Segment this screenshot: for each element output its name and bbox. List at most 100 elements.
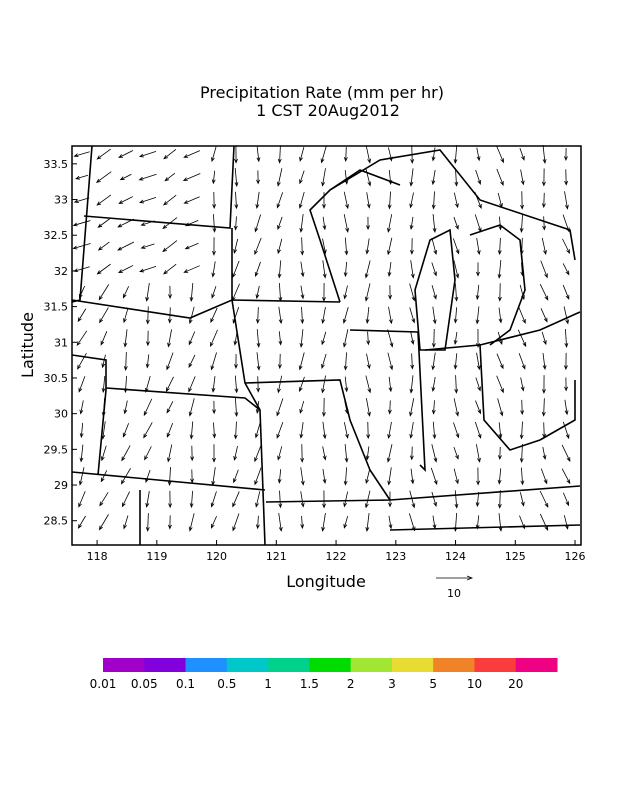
wind-vector: [388, 169, 393, 186]
wind-vector: [79, 444, 84, 463]
lake: [329, 149, 576, 261]
wind-vector: [540, 308, 548, 323]
wind-vector: [321, 168, 326, 187]
wind-vector: [388, 147, 393, 162]
wind-vector: [255, 307, 260, 324]
wind-vector: [409, 422, 414, 439]
wind-vector: [76, 330, 88, 347]
wind-vector: [234, 168, 239, 187]
wind-vector: [210, 307, 218, 324]
state-border: [244, 379, 391, 501]
wind-vector: [497, 398, 504, 417]
colorbar-swatch: [515, 658, 558, 672]
wind-vector: [254, 261, 261, 278]
wind-vector: [97, 241, 110, 251]
wind-vector: [497, 283, 502, 302]
wind-vector: [277, 469, 282, 484]
colorbar-label: 20: [508, 677, 523, 691]
wind-vector: [475, 515, 480, 530]
wind-vector: [233, 469, 239, 484]
colorbar-swatch: [350, 658, 393, 672]
wind-vector: [387, 237, 393, 256]
wind-vector: [410, 468, 415, 485]
wind-vector: [519, 421, 524, 440]
state-border: [71, 145, 93, 303]
wind-vector: [343, 467, 348, 486]
wind-vector: [475, 377, 481, 392]
wind-vector: [564, 399, 569, 416]
wind-vector: [562, 284, 570, 300]
wind-vector: [300, 444, 305, 463]
wind-vector: [100, 470, 108, 483]
wind-vector: [432, 421, 437, 440]
wind-vector: [183, 196, 200, 204]
wind-vector: [234, 375, 239, 394]
wind-vector: [255, 400, 260, 414]
wind-vector: [163, 194, 177, 206]
wind-vector: [299, 147, 305, 162]
wind-vector: [79, 422, 84, 439]
wind-vector: [542, 352, 547, 371]
wind-vector: [561, 468, 571, 485]
wind-vector: [388, 515, 393, 530]
wind-vector: [233, 216, 238, 231]
wind-vector: [140, 243, 155, 249]
wind-vector: [168, 490, 172, 509]
wind-vector: [344, 444, 349, 463]
colorbar-label: 0.05: [131, 677, 158, 691]
wind-vector: [453, 145, 458, 164]
wind-vector: [365, 513, 370, 532]
wind-vector: [474, 214, 482, 233]
wind-vector: [409, 238, 414, 255]
wind-vector: [123, 400, 128, 415]
wind-vector: [564, 352, 568, 371]
wind-vector: [321, 398, 326, 418]
wind-vector: [183, 150, 201, 158]
wind-vector: [561, 444, 571, 463]
wind-vector: [476, 329, 480, 349]
wind-vector: [123, 329, 128, 348]
wind-vector: [453, 398, 460, 417]
wind-vector: [300, 491, 305, 508]
x-tick-label: 122: [326, 550, 347, 563]
wind-vector: [100, 331, 108, 346]
wind-vector: [475, 284, 480, 301]
wind-vector: [453, 513, 458, 532]
state-border: [389, 524, 581, 531]
wind-vector: [146, 330, 150, 347]
wind-vector: [387, 262, 392, 277]
wind-vector: [77, 352, 87, 370]
y-tick-label: 29: [54, 479, 68, 492]
wind-vector: [300, 237, 305, 256]
colorbar-label: 2: [347, 677, 355, 691]
wind-vector: [540, 260, 548, 279]
y-tick-label: 33: [54, 194, 68, 207]
wind-vector: [475, 169, 482, 185]
wind-vector: [183, 265, 200, 273]
wind-vector: [453, 260, 460, 279]
wind-vector: [95, 171, 112, 183]
wind-vector: [474, 421, 482, 439]
wind-vector: [453, 307, 458, 324]
wind-vector: [431, 376, 436, 392]
wind-vector: [232, 513, 240, 532]
wind-vector: [496, 168, 504, 186]
wind-vector: [431, 328, 436, 349]
x-tick-label: 123: [385, 550, 406, 563]
wind-vector: [541, 237, 547, 256]
wind-vector: [232, 306, 240, 324]
wind-vector: [453, 331, 458, 345]
wind-vector: [120, 468, 131, 485]
wind-vector: [387, 400, 392, 415]
colorbar-swatch: [474, 658, 517, 672]
wind-vector: [497, 446, 502, 461]
wind-vector: [431, 400, 436, 415]
wind-vector: [164, 172, 176, 182]
wind-vector: [101, 398, 106, 417]
wind-vector: [123, 375, 128, 394]
wind-vector: [388, 491, 392, 508]
state-border: [71, 299, 341, 319]
wind-vector: [300, 515, 305, 530]
wind-vector: [562, 214, 570, 233]
